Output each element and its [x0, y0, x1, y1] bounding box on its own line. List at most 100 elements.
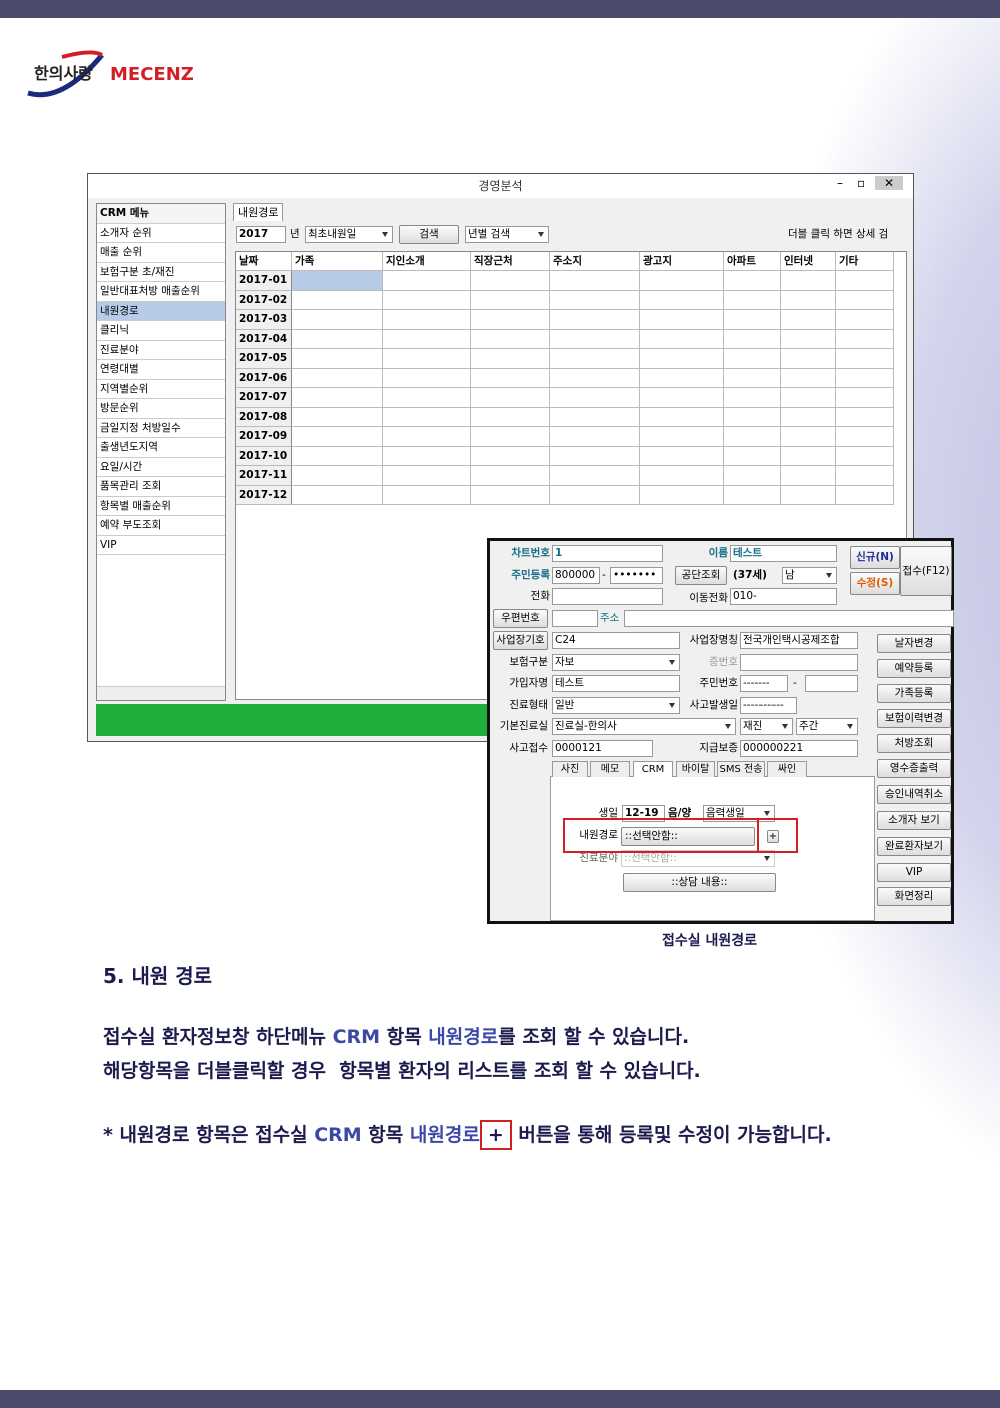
- grid-cell[interactable]: [781, 427, 836, 447]
- grid-cell[interactable]: [383, 368, 471, 388]
- input[interactable]: 테스트: [730, 545, 837, 562]
- menu-item[interactable]: 소개자 순위: [97, 224, 225, 243]
- route-add-button[interactable]: +: [767, 830, 779, 843]
- grid-cell[interactable]: [724, 485, 781, 505]
- input[interactable]: ----–--–--: [740, 697, 797, 714]
- menu-item[interactable]: 보험구분 초/재진: [97, 263, 225, 282]
- grid-cell[interactable]: [550, 290, 640, 310]
- grid-cell[interactable]: [781, 466, 836, 486]
- grid-cell[interactable]: [292, 427, 383, 447]
- grid-cell[interactable]: [471, 446, 550, 466]
- grid-cell[interactable]: [781, 329, 836, 349]
- select[interactable]: 일반: [552, 697, 680, 714]
- grid-cell[interactable]: [471, 271, 550, 291]
- tab[interactable]: 메모: [590, 761, 630, 777]
- grid-cell[interactable]: [292, 446, 383, 466]
- grid-cell[interactable]: [724, 271, 781, 291]
- input[interactable]: [740, 654, 858, 671]
- grid-cell[interactable]: [724, 290, 781, 310]
- menu-item[interactable]: 품목관리 조회: [97, 477, 225, 497]
- grid-cell[interactable]: [836, 310, 894, 330]
- input[interactable]: [552, 588, 663, 605]
- grid-cell[interactable]: [724, 466, 781, 486]
- consult-button[interactable]: ::상담 내용::: [623, 873, 776, 892]
- select[interactable]: ::선택안함::: [621, 850, 775, 867]
- route-select[interactable]: ::선택안함::: [621, 827, 755, 846]
- menu-item[interactable]: 일반대표처방 매출순위: [97, 282, 225, 302]
- menu-item[interactable]: 항목별 매출순위: [97, 497, 225, 516]
- grid-cell[interactable]: [471, 290, 550, 310]
- grid-cell[interactable]: [292, 310, 383, 330]
- input[interactable]: 1: [552, 545, 663, 562]
- grid-cell[interactable]: [550, 329, 640, 349]
- select[interactable]: 진료실-한의사: [552, 718, 736, 735]
- menu-item[interactable]: VIP: [97, 536, 225, 555]
- grid-cell[interactable]: [471, 368, 550, 388]
- input[interactable]: 0000121: [552, 740, 653, 757]
- grid-cell[interactable]: [640, 349, 724, 369]
- input[interactable]: -------: [740, 675, 788, 692]
- grid-cell[interactable]: [724, 388, 781, 408]
- grid-cell[interactable]: [292, 388, 383, 408]
- menu-item[interactable]: 연령대별: [97, 360, 225, 380]
- grid-cell[interactable]: [471, 388, 550, 408]
- grid-cell[interactable]: [836, 466, 894, 486]
- grid-cell[interactable]: [724, 407, 781, 427]
- grid-cell[interactable]: [781, 271, 836, 291]
- grid-cell[interactable]: [550, 407, 640, 427]
- tab[interactable]: SMS 전송: [717, 761, 765, 777]
- tab[interactable]: 바이탈: [676, 761, 715, 777]
- mode-select[interactable]: 년별 검색: [465, 226, 549, 243]
- grid-cell[interactable]: [781, 485, 836, 505]
- receive-button[interactable]: 접수(F12): [900, 546, 952, 596]
- grid-cell[interactable]: [724, 310, 781, 330]
- grid-cell[interactable]: [836, 427, 894, 447]
- select[interactable]: 주간: [796, 718, 858, 735]
- grid-cell[interactable]: [383, 310, 471, 330]
- grid-cell[interactable]: [550, 271, 640, 291]
- grid-cell[interactable]: [550, 446, 640, 466]
- grid-cell[interactable]: [640, 368, 724, 388]
- input[interactable]: •••••••: [610, 567, 663, 584]
- grid-cell[interactable]: [550, 310, 640, 330]
- grid-cell[interactable]: [383, 446, 471, 466]
- grid-cell[interactable]: [292, 368, 383, 388]
- input[interactable]: 010-: [730, 588, 837, 605]
- grid-cell[interactable]: [781, 368, 836, 388]
- grid-cell[interactable]: [836, 446, 894, 466]
- grid-cell[interactable]: [781, 388, 836, 408]
- side-button[interactable]: 화면정리: [877, 887, 951, 906]
- grid-cell[interactable]: [471, 466, 550, 486]
- grid-cell[interactable]: [640, 485, 724, 505]
- grid-cell[interactable]: [781, 349, 836, 369]
- grid-cell[interactable]: [471, 349, 550, 369]
- input[interactable]: C24: [552, 632, 680, 649]
- grid-cell[interactable]: [640, 290, 724, 310]
- tab[interactable]: CRM: [633, 761, 673, 777]
- grid-cell[interactable]: [781, 446, 836, 466]
- tab[interactable]: 사진: [552, 761, 588, 777]
- grid-cell[interactable]: [292, 466, 383, 486]
- grid-cell[interactable]: [640, 271, 724, 291]
- input[interactable]: 전국개인택시공제조합: [740, 632, 858, 649]
- grid-cell[interactable]: [292, 329, 383, 349]
- grid-cell[interactable]: [640, 407, 724, 427]
- side-button[interactable]: 처방조회: [877, 734, 951, 753]
- nhis-button[interactable]: 공단조회: [675, 566, 727, 585]
- menu-item[interactable]: 요일/시간: [97, 458, 225, 477]
- grid-cell[interactable]: [292, 407, 383, 427]
- side-button[interactable]: 보험이력변경: [877, 709, 951, 728]
- input[interactable]: [552, 610, 598, 627]
- grid-cell[interactable]: [550, 427, 640, 447]
- grid-cell[interactable]: [781, 290, 836, 310]
- grid-cell[interactable]: [471, 485, 550, 505]
- input[interactable]: 800000: [552, 567, 600, 584]
- grid-cell[interactable]: [471, 310, 550, 330]
- select[interactable]: 자보: [552, 654, 680, 671]
- grid-cell[interactable]: [836, 290, 894, 310]
- input[interactable]: 테스트: [552, 675, 680, 692]
- grid-cell[interactable]: [836, 329, 894, 349]
- side-button[interactable]: 소개자 보기: [877, 811, 951, 830]
- grid-cell[interactable]: [781, 407, 836, 427]
- grid-cell[interactable]: [471, 427, 550, 447]
